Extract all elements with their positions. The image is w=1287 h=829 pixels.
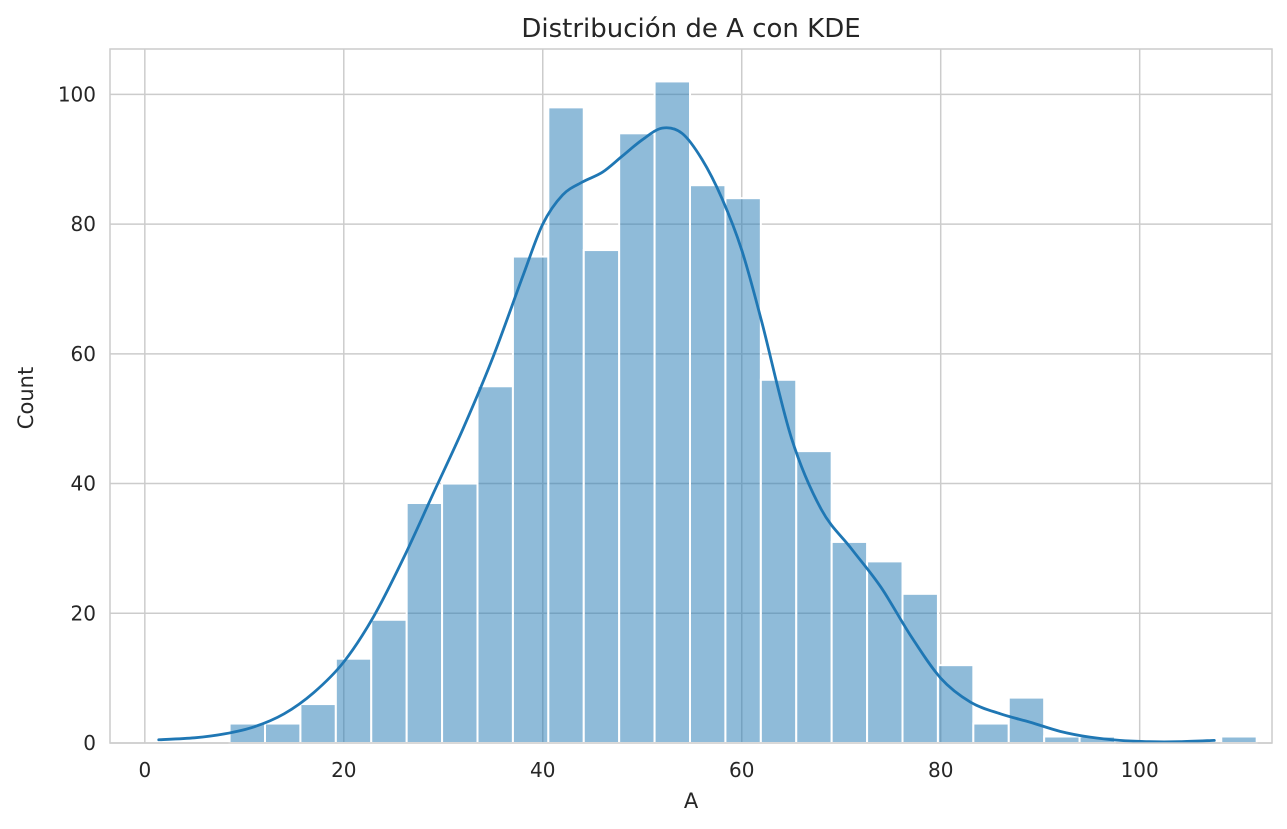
histogram-bar: [866, 560, 904, 744]
histogram-bar: [618, 132, 656, 745]
y-axis-label: Count: [14, 367, 38, 429]
y-tick-label: 20: [71, 601, 96, 625]
histogram-bar: [370, 618, 408, 744]
y-tick-label: 100: [58, 82, 96, 106]
kde-curve: [157, 126, 1216, 744]
x-axis-label: A: [684, 789, 699, 813]
histogram-bar: [724, 197, 762, 745]
histogram-bar: [653, 80, 692, 744]
histogram-bar: [689, 184, 727, 744]
histogram-bar: [936, 664, 975, 744]
y-tick-label: 60: [71, 342, 96, 366]
histogram-bar: [547, 106, 585, 744]
histogram-bar: [299, 703, 337, 744]
histogram-bar: [441, 482, 479, 744]
chart-title: Distribución de A con KDE: [521, 14, 860, 44]
y-tick-label: 40: [71, 472, 96, 496]
x-tick-label: 60: [729, 758, 754, 782]
histogram-bar: [476, 385, 514, 744]
x-tick-label: 100: [1121, 758, 1159, 782]
plot-frame: [109, 48, 1273, 744]
histogram-bar: [972, 722, 1010, 744]
histogram-bar: [830, 540, 869, 744]
x-tick-label: 0: [138, 758, 151, 782]
histogram-bar: [334, 657, 373, 745]
histogram-bar: [795, 450, 833, 744]
histogram-bar: [511, 255, 550, 744]
histogram-bar: [405, 502, 444, 744]
x-tick-labels: 0 20 40 60 80 100: [138, 758, 1158, 782]
bars-layer: [228, 80, 1258, 745]
x-tick-label: 80: [928, 758, 953, 782]
x-tick-label: 40: [530, 758, 555, 782]
histogram-bar: [263, 722, 302, 744]
x-tick-label: 20: [331, 758, 356, 782]
histogram-bar: [582, 249, 621, 744]
y-tick-labels: 0 20 40 60 80 100: [58, 82, 96, 755]
kde-layer: [157, 126, 1216, 744]
y-tick-label: 80: [71, 212, 96, 236]
y-tick-label: 0: [83, 731, 96, 755]
histogram-bar: [1043, 735, 1081, 745]
histogram-bar: [1220, 735, 1258, 745]
